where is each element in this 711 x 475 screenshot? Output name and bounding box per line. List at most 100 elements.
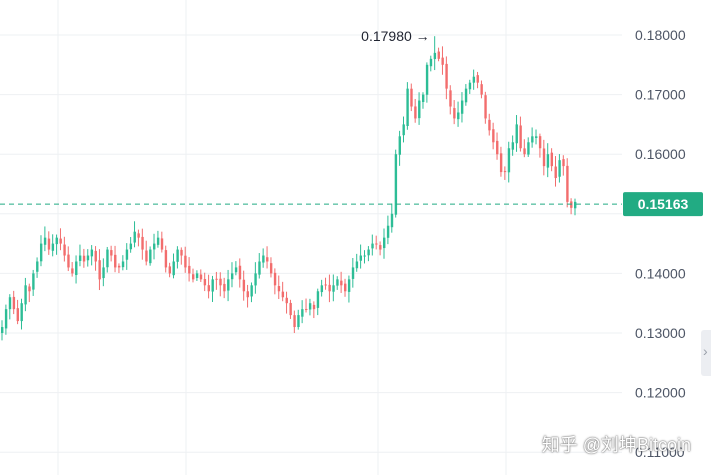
candle-up — [90, 249, 94, 257]
candle-down — [523, 148, 526, 155]
candle-down — [63, 244, 66, 256]
candle-down — [324, 284, 327, 286]
candle-up — [51, 243, 55, 251]
candle-down — [340, 280, 343, 286]
candle-up — [24, 285, 27, 305]
candle-up — [227, 279, 230, 291]
candle-up — [406, 88, 409, 126]
candle-up — [20, 303, 23, 322]
candle-up — [4, 309, 8, 329]
candle-down — [242, 279, 246, 292]
candle-up — [176, 249, 179, 262]
candle-up — [402, 124, 405, 136]
candle-up — [39, 243, 43, 262]
y-tick-label: 0.14000 — [635, 265, 686, 281]
candle-down — [492, 129, 495, 143]
candle-down — [67, 254, 70, 268]
candle-up — [425, 64, 429, 95]
candle-up — [262, 255, 265, 263]
candle-up — [359, 255, 363, 261]
candle-down — [219, 278, 222, 286]
candle-up — [297, 315, 300, 328]
candle-down — [114, 254, 117, 268]
candle-up — [106, 249, 109, 268]
candle-up — [390, 213, 394, 228]
candle-down — [12, 296, 16, 310]
candle-up — [36, 261, 39, 272]
candle-down — [410, 88, 413, 107]
candle-down — [16, 308, 19, 322]
candle-up — [1, 327, 4, 333]
candle-up — [574, 201, 577, 209]
candle-up — [320, 285, 324, 293]
current-price-label: 0.15163 — [638, 196, 689, 212]
candle-up — [394, 154, 398, 215]
candle-up — [433, 52, 437, 60]
candle-down — [223, 283, 226, 292]
candle-down — [238, 265, 242, 280]
candle-down — [71, 268, 74, 274]
candle-up — [133, 231, 136, 243]
candle-down — [273, 272, 277, 286]
candle-down — [570, 201, 573, 208]
grid — [0, 0, 622, 475]
candle-down — [269, 263, 273, 274]
candle-up — [121, 261, 125, 268]
candle-down — [542, 148, 546, 167]
candle-down — [289, 302, 292, 316]
candle-down — [550, 152, 554, 167]
candle-down — [207, 285, 210, 292]
candle-up — [347, 279, 351, 292]
candle-up — [234, 267, 238, 273]
candle-down — [414, 106, 417, 119]
candle-up — [558, 160, 561, 177]
candle-down — [110, 250, 113, 256]
candle-down — [441, 57, 444, 65]
candle-up — [460, 100, 464, 114]
scroll-right-handle[interactable] — [701, 330, 711, 376]
candle-up — [250, 285, 253, 297]
candle-down — [180, 249, 183, 256]
candle-down — [538, 136, 542, 149]
candle-down — [344, 283, 347, 292]
candle-down — [480, 84, 483, 95]
candle-down — [203, 279, 207, 286]
candle-up — [102, 267, 105, 279]
candle-down — [305, 308, 308, 310]
y-tick-label: 0.16000 — [635, 146, 686, 162]
candle-down — [160, 238, 164, 250]
candle-up — [230, 273, 234, 280]
candle-up — [336, 279, 339, 286]
y-tick-label: 0.11000 — [635, 444, 685, 460]
candle-down — [47, 238, 51, 250]
candle-up — [308, 303, 312, 310]
candle-down — [503, 171, 507, 173]
candle-up — [418, 100, 421, 119]
candle-up — [258, 261, 261, 275]
candle-up — [472, 76, 476, 83]
high-price-label: 0.17980 → — [361, 28, 430, 44]
candle-down — [476, 75, 479, 83]
candle-up — [464, 88, 468, 103]
candle-up — [468, 82, 472, 90]
candle-up — [43, 237, 47, 245]
candle-up — [535, 136, 538, 139]
candle-up — [546, 154, 550, 168]
candle-up — [55, 237, 58, 245]
candle-up — [156, 237, 160, 245]
candle-down — [94, 250, 97, 262]
candle-down — [199, 274, 203, 280]
candle-down — [488, 119, 491, 131]
y-tick-label: 0.18000 — [635, 27, 686, 43]
candle-down — [285, 297, 288, 304]
candle-down — [192, 274, 195, 280]
candle-down — [145, 250, 148, 262]
candle-up — [301, 309, 304, 317]
candle-up — [32, 273, 35, 290]
candle-down — [293, 315, 296, 328]
candle-down — [379, 245, 382, 250]
candle-down — [246, 291, 249, 298]
current-price-tag — [623, 192, 703, 217]
candle-up — [172, 261, 175, 276]
